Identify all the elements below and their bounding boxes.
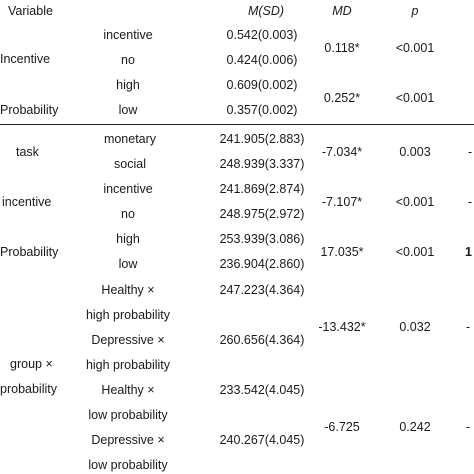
value-low: 0.357(0.002)	[226, 103, 298, 117]
md-incentive: 0.118*	[324, 41, 360, 55]
header-msd: M(SD)	[247, 4, 285, 18]
edge-incentive-2: -	[468, 195, 473, 209]
level-depressive-low-a: Depressive ×	[91, 433, 165, 447]
header-p: p	[411, 4, 419, 18]
edge-probability-2: 1	[465, 245, 472, 259]
value-high-2: 253.939(3.086)	[219, 232, 305, 246]
level-low-2: low	[118, 257, 138, 271]
p-interaction-high: 0.032	[399, 320, 431, 334]
value-monetary: 241.905(2.883)	[219, 132, 305, 146]
row-label-incentive-2: incentive	[2, 195, 52, 209]
p-probability-2: <0.001	[395, 245, 435, 259]
level-depressive-high-b: high probability	[85, 358, 171, 372]
value-incentive: 0.542(0.003)	[226, 28, 298, 42]
p-task: 0.003	[399, 145, 431, 159]
md-task: -7.034*	[321, 145, 363, 159]
level-healthy-high-b: high probability	[85, 308, 171, 322]
level-healthy-low-a: Healthy ×	[101, 383, 155, 397]
value-depressive-low: 240.267(4.045)	[219, 433, 305, 447]
p-interaction-low: 0.242	[399, 420, 431, 434]
section-divider	[0, 124, 474, 125]
row-label-probability-2: Probability	[0, 245, 59, 259]
level-depressive-low-b: low probability	[88, 458, 168, 472]
value-incentive-2: 241.869(2.874)	[219, 182, 305, 196]
value-healthy-low: 233.542(4.045)	[219, 383, 305, 397]
edge-task: -	[468, 145, 473, 159]
level-low: low	[118, 103, 138, 117]
value-high: 0.609(0.002)	[226, 78, 298, 92]
level-depressive-high-a: Depressive ×	[91, 333, 165, 347]
row-label-probability: Probability	[0, 103, 59, 117]
row-label-group-probability: probability	[0, 382, 57, 396]
md-probability: 0.252*	[323, 91, 361, 105]
level-healthy-high-a: Healthy ×	[101, 283, 155, 297]
md-interaction-low: -6.725	[324, 420, 360, 434]
p-incentive-2: <0.001	[395, 195, 435, 209]
value-healthy-high: 247.223(4.364)	[219, 283, 305, 297]
p-incentive: <0.001	[395, 41, 435, 55]
level-high: high	[116, 78, 140, 92]
edge-interaction-high: -	[466, 320, 471, 334]
level-healthy-low-b: low probability	[88, 408, 168, 422]
value-no-2: 248.975(2.972)	[219, 207, 305, 221]
header-variable: Variable	[8, 4, 53, 18]
value-social: 248.939(3.337)	[219, 157, 305, 171]
header-md: MD	[332, 4, 352, 18]
level-incentive: incentive	[103, 28, 153, 42]
md-interaction-high: -13.432*	[318, 320, 366, 334]
value-depressive-high: 260.656(4.364)	[219, 333, 305, 347]
row-label-task: task	[16, 145, 39, 159]
md-probability-2: 17.035*	[320, 245, 364, 259]
md-incentive-2: -7.107*	[321, 195, 363, 209]
level-incentive-2: incentive	[103, 182, 153, 196]
level-monetary: monetary	[103, 132, 157, 146]
level-no-2: no	[121, 207, 135, 221]
level-high-2: high	[116, 232, 140, 246]
edge-interaction-low: -	[466, 420, 471, 434]
p-probability: <0.001	[395, 91, 435, 105]
value-no: 0.424(0.006)	[226, 53, 298, 67]
row-label-incentive: Incentive	[0, 52, 51, 66]
row-label-group: group ×	[10, 357, 53, 371]
level-social: social	[114, 157, 146, 171]
level-no: no	[121, 53, 135, 67]
value-low-2: 236.904(2.860)	[219, 257, 305, 271]
